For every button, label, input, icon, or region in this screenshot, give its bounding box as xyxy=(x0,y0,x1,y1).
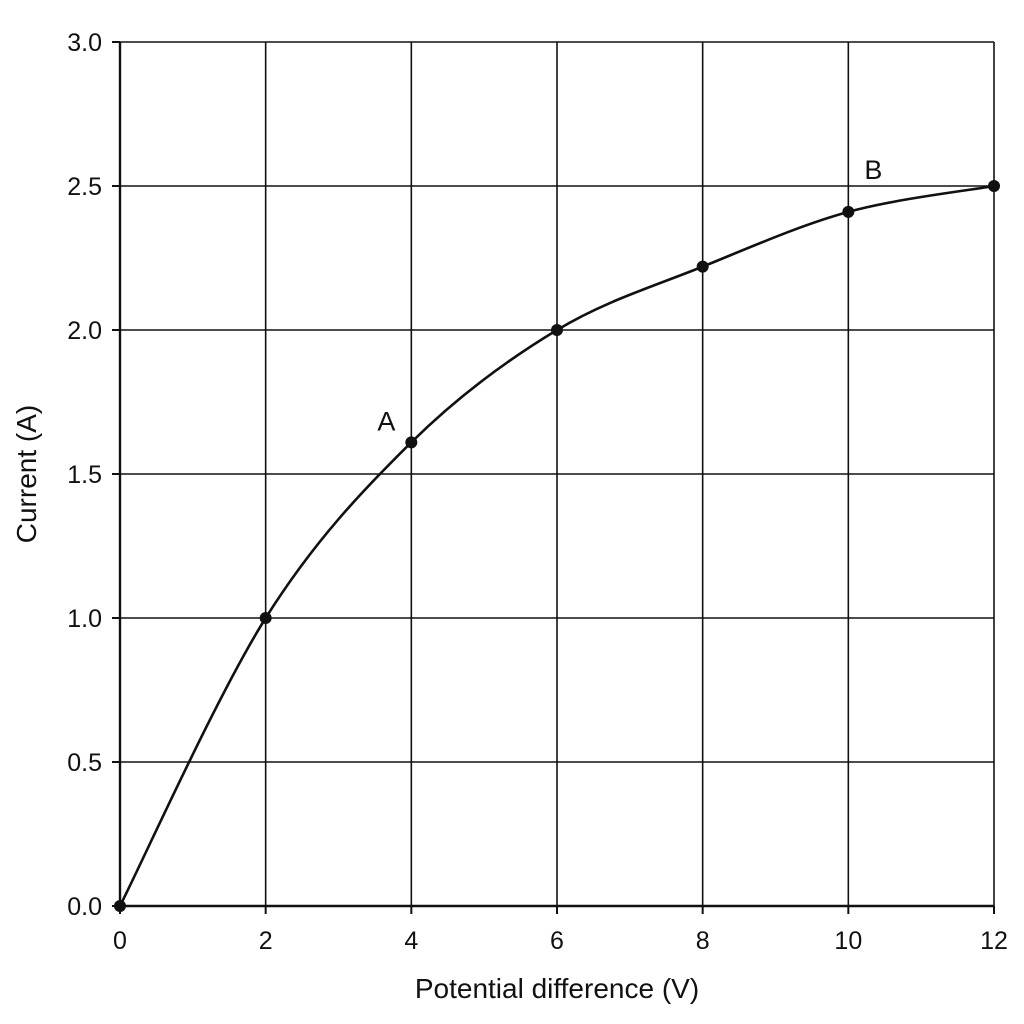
x-axis-title: Potential difference (V) xyxy=(415,973,699,1004)
x-tick-label: 4 xyxy=(404,927,418,955)
x-tick-label: 12 xyxy=(980,927,1008,955)
y-tick-label: 1.0 xyxy=(67,605,102,633)
x-tick-label: 8 xyxy=(696,927,710,955)
data-point xyxy=(988,180,1000,192)
grid xyxy=(119,41,995,907)
point-label-b: B xyxy=(864,155,882,185)
x-tick-label: 0 xyxy=(113,927,127,955)
data-point xyxy=(842,205,855,218)
y-tick-label: 0.0 xyxy=(67,893,102,921)
y-tick-label: 3.0 xyxy=(67,29,102,57)
point-annotations: AB xyxy=(377,155,882,436)
ticks: 0 2 4 6 8 10 12 0.0 0.5 1.0 1.5 2.0 2.5 3.0 xyxy=(67,29,1008,955)
x-tick-label: 10 xyxy=(834,927,862,955)
y-tick-label: 2.0 xyxy=(67,317,102,345)
y-tick-label: 2.5 xyxy=(67,173,102,201)
data-point xyxy=(696,260,709,273)
data-point xyxy=(551,324,563,336)
x-tick-label: 6 xyxy=(550,927,564,955)
data-point xyxy=(405,436,418,449)
data-point xyxy=(259,612,272,624)
y-axis-title: Current (A) xyxy=(11,405,42,543)
point-label-a: A xyxy=(377,406,395,436)
data-point xyxy=(114,900,126,912)
y-tick-label: 0.5 xyxy=(67,749,102,777)
data-points xyxy=(114,180,1000,912)
x-tick-label: 2 xyxy=(259,927,273,955)
y-tick-label: 1.5 xyxy=(67,461,102,489)
